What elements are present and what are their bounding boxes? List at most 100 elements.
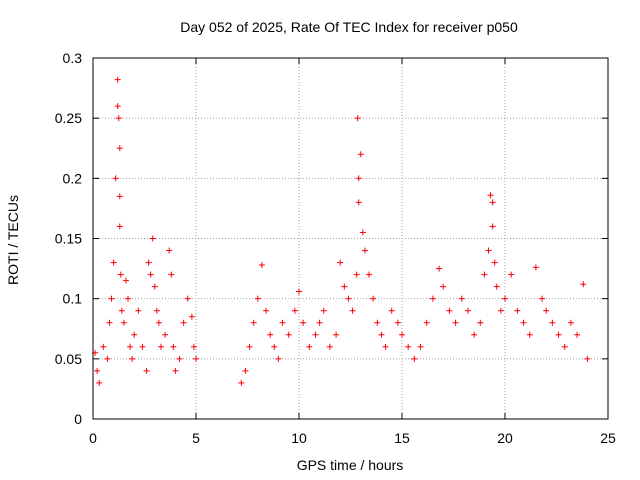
data-point (267, 331, 274, 338)
data-point (96, 379, 103, 386)
data-point (114, 103, 121, 110)
data-point (452, 319, 459, 326)
data-point (100, 343, 107, 350)
data-point (378, 331, 385, 338)
data-point (355, 199, 362, 206)
data-point (491, 259, 498, 266)
data-point (584, 355, 591, 362)
data-point (417, 343, 424, 350)
data-point (320, 307, 327, 314)
data-point (151, 283, 158, 290)
data-point (94, 367, 101, 374)
data-point (429, 295, 436, 302)
y-tick-label: 0.05 (55, 351, 82, 367)
data-point (489, 199, 496, 206)
data-point (574, 331, 581, 338)
data-point (382, 343, 389, 350)
data-point (172, 367, 179, 374)
data-point (238, 379, 245, 386)
plot-frame (92, 57, 609, 420)
data-point (162, 331, 169, 338)
data-point (440, 283, 447, 290)
data-point (112, 175, 119, 182)
data-point (370, 295, 377, 302)
data-point (122, 277, 129, 284)
data-point (306, 343, 313, 350)
data-point (254, 295, 261, 302)
data-point (526, 331, 533, 338)
data-point (180, 319, 187, 326)
data-point (250, 319, 257, 326)
data-point (116, 193, 123, 200)
data-point (341, 283, 348, 290)
data-point (285, 331, 292, 338)
data-point (446, 307, 453, 314)
data-point (464, 307, 471, 314)
data-point (514, 307, 521, 314)
data-point (153, 307, 160, 314)
x-tick-label: 20 (497, 430, 513, 446)
data-point (543, 307, 550, 314)
data-point (291, 307, 298, 314)
y-tick-label: 0.3 (63, 50, 83, 66)
axis-ticks: 0 5 10 15 20 25 0 0.05 0.1 0.15 0.2 0.25 0.3 (55, 50, 616, 446)
data-point (157, 343, 164, 350)
data-point (471, 331, 478, 338)
data-point (166, 247, 173, 254)
data-point (493, 283, 500, 290)
data-point (549, 319, 556, 326)
data-point (275, 355, 282, 362)
data-point (129, 355, 136, 362)
data-point (349, 307, 356, 314)
data-point (184, 295, 191, 302)
data-point (168, 271, 175, 278)
data-point (118, 307, 125, 314)
data-point (296, 288, 302, 295)
data-point (135, 307, 142, 314)
grid (93, 58, 608, 419)
data-point (104, 355, 111, 362)
data-point (143, 367, 150, 374)
data-point (555, 331, 562, 338)
x-tick-label: 0 (89, 430, 97, 446)
data-point (357, 151, 364, 158)
data-point (117, 271, 124, 278)
data-point (147, 271, 154, 278)
y-tick-label: 0.1 (63, 291, 83, 307)
data-point (361, 247, 368, 254)
data-point (149, 235, 156, 242)
data-point (405, 343, 412, 350)
data-point (131, 331, 138, 338)
data-point (170, 343, 177, 350)
data-point (561, 343, 568, 350)
x-tick-label: 5 (192, 430, 200, 446)
data-point (394, 319, 401, 326)
chart-title: Day 052 of 2025, Rate Of TEC Index for r… (180, 19, 518, 35)
data-point (481, 271, 488, 278)
data-point (271, 343, 278, 350)
data-point (353, 271, 360, 278)
data-point (116, 223, 123, 230)
x-tick-label: 25 (600, 430, 616, 446)
data-point (188, 313, 195, 320)
data-point (258, 261, 265, 268)
data-point (489, 223, 496, 230)
data-point (458, 295, 465, 302)
data-point (497, 307, 504, 314)
data-point (436, 265, 443, 272)
y-tick-label: 0.25 (55, 110, 82, 126)
data-point (139, 343, 146, 350)
data-point (520, 319, 527, 326)
data-point (477, 319, 484, 326)
data-point (374, 319, 381, 326)
data-point (333, 331, 340, 338)
data-point (242, 367, 249, 374)
data-point (326, 343, 333, 350)
data-point (485, 247, 492, 254)
data-point (539, 295, 546, 302)
data-point (116, 145, 123, 152)
data-point (114, 76, 121, 83)
data-point (567, 319, 574, 326)
data-point (580, 281, 587, 288)
data-point (532, 264, 539, 271)
